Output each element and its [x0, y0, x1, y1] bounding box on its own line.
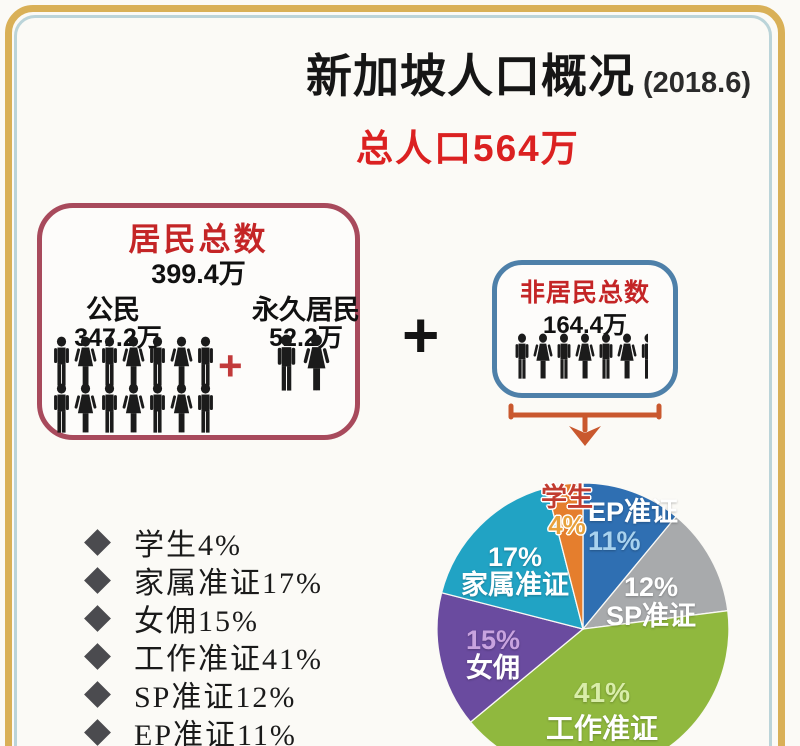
page-title: 新加坡人口概况 (2018.6) [306, 40, 751, 106]
resident-total-value: 399.4万 [151, 259, 246, 289]
man-person-icon [277, 334, 296, 391]
diamond-bullet-icon [84, 528, 111, 556]
man-person-icon [599, 333, 613, 379]
title-date: (2018.6) [643, 67, 752, 99]
diamond-bullet-icon [84, 680, 111, 708]
legend-item: 工作准证41% [84, 637, 323, 676]
permanent-residents-label: 永久居民 [252, 295, 360, 325]
woman-person-icon [122, 383, 145, 433]
title-text: 新加坡人口概况 [306, 50, 635, 102]
man-person-icon [150, 383, 165, 433]
gold-frame-border [5, 5, 785, 746]
woman-person-icon [617, 333, 637, 379]
inner-blue-frame-border [14, 15, 772, 746]
total-population-subtitle: 总人口564万 [356, 128, 580, 169]
man-person-icon [557, 333, 571, 379]
pie-label-work-permit: 41%工作准证WP [545, 677, 658, 744]
legend-item: 学生4% [84, 523, 323, 562]
legend-item: 女佣15% [84, 599, 323, 638]
legend-item: SP准证12% [84, 675, 323, 714]
diamond-bullet-icon [84, 642, 111, 670]
diamond-bullet-icon [84, 718, 111, 746]
nonresident-total-box: 非居民总数 164.4万 [492, 260, 678, 398]
nonresident-box-title: 非居民总数 [519, 279, 650, 307]
legend-item: EP准证11% [84, 713, 323, 746]
nonresident-icons [512, 333, 648, 379]
woman-person-icon [575, 333, 595, 379]
man-person-icon [54, 336, 69, 386]
woman-person-icon [533, 333, 553, 379]
pie-label-dependent-pass: 17% 家属准证 [461, 542, 569, 600]
down-arrow-icon [508, 403, 662, 446]
citizens-value: 347.2万 [74, 324, 162, 352]
man-half-person-icon [641, 333, 648, 379]
red-plus-sign: + [218, 342, 243, 389]
pie-slices [436, 482, 730, 746]
woman-person-icon [74, 383, 97, 433]
woman-person-icon [74, 336, 97, 386]
woman-person-icon [170, 336, 193, 386]
permanent-residents-icons [273, 334, 330, 391]
pie-label-ep-pass: EP准证 11% [588, 497, 679, 556]
legend-item: 家属准证17% [84, 561, 323, 600]
citizens-icon-row-2 [50, 383, 217, 433]
woman-person-icon [303, 334, 330, 391]
pie-label-sp-pass: 12% SP准证 [605, 572, 697, 631]
diamond-bullet-icon [84, 604, 111, 632]
nonresident-composition-pie-chart: EP准证11% 12%SP准证 41%工作准证WP 15%女佣 17%家属准证 … [435, 481, 731, 746]
man-person-icon [198, 336, 213, 386]
woman-person-icon [170, 383, 193, 433]
man-person-icon [198, 383, 213, 433]
man-person-icon [515, 333, 529, 379]
woman-person-icon [122, 336, 145, 386]
diamond-bullet-icon [84, 566, 111, 594]
pie-label-maid: 15% 女佣 [465, 625, 521, 683]
citizens-label: 公民 [86, 295, 140, 325]
resident-box-title: 居民总数 [128, 221, 269, 257]
legend-list: 学生4% 家属准证17% 女佣15% 工作准证41% SP准证12% EP准证1… [84, 523, 323, 746]
resident-total-box: 居民总数 399.4万 公民 347.2万 + 永久居民 52.2万 [37, 203, 360, 440]
pie-label-student: 学生 4% [540, 482, 593, 540]
permanent-residents-value: 52.2万 [269, 324, 343, 352]
man-person-icon [102, 383, 117, 433]
man-person-icon [54, 383, 69, 433]
plus-sign: + [402, 299, 440, 371]
man-person-icon [150, 336, 165, 386]
man-person-icon [102, 336, 117, 386]
citizens-icon-row-1 [50, 336, 217, 386]
